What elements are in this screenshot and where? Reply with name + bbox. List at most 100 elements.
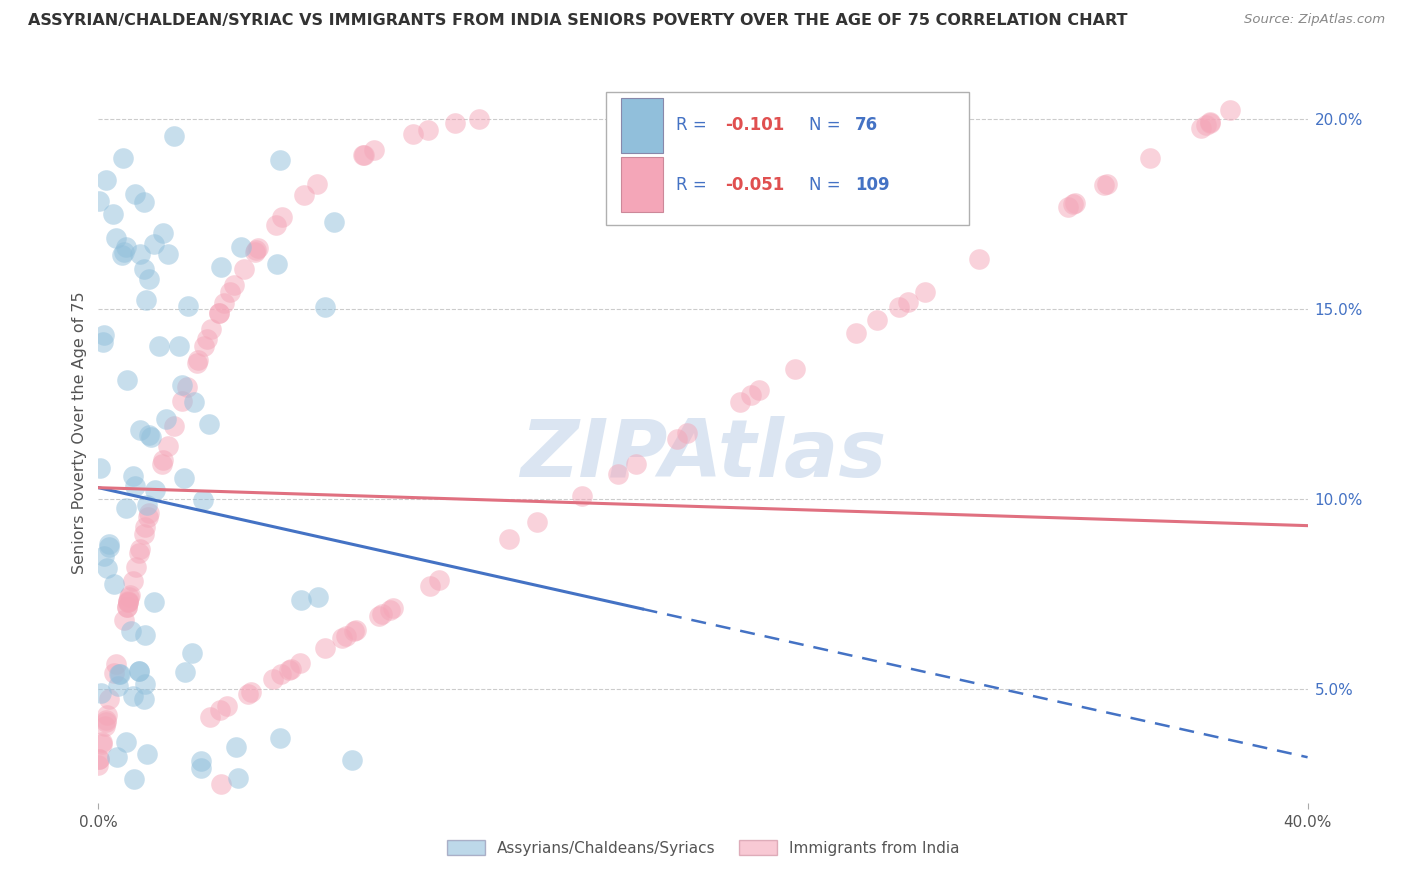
Point bbox=[246, 241, 269, 255]
Point bbox=[245, 243, 267, 257]
Point bbox=[138, 428, 160, 442]
Point bbox=[121, 469, 143, 483]
Point bbox=[124, 187, 146, 202]
Point bbox=[122, 689, 145, 703]
Point bbox=[211, 260, 233, 274]
Point bbox=[270, 667, 292, 681]
Point bbox=[117, 595, 139, 609]
Point bbox=[190, 755, 212, 769]
Point bbox=[212, 295, 235, 310]
Point bbox=[124, 479, 146, 493]
Point bbox=[128, 546, 150, 560]
Point bbox=[155, 411, 177, 425]
Point bbox=[176, 380, 198, 394]
Point bbox=[169, 339, 191, 353]
Point bbox=[115, 734, 138, 748]
Point bbox=[136, 498, 159, 512]
Point bbox=[307, 178, 329, 192]
Text: Source: ZipAtlas.com: Source: ZipAtlas.com bbox=[1244, 13, 1385, 27]
Point bbox=[112, 613, 135, 627]
Point bbox=[129, 542, 152, 557]
Point bbox=[143, 483, 166, 498]
Point bbox=[128, 665, 150, 679]
Point bbox=[335, 629, 357, 643]
Point bbox=[134, 628, 156, 642]
Text: -0.101: -0.101 bbox=[724, 116, 785, 135]
Point bbox=[163, 419, 186, 434]
Point bbox=[343, 624, 366, 638]
Point bbox=[232, 261, 254, 276]
Point bbox=[94, 714, 117, 729]
Point bbox=[94, 172, 117, 186]
Point bbox=[1139, 151, 1161, 165]
Point bbox=[314, 300, 336, 314]
Point bbox=[115, 599, 138, 614]
Point bbox=[209, 703, 232, 717]
FancyBboxPatch shape bbox=[606, 92, 969, 226]
Point bbox=[368, 608, 391, 623]
Point bbox=[105, 749, 128, 764]
Point bbox=[183, 395, 205, 409]
Point bbox=[132, 262, 155, 277]
Point bbox=[115, 373, 138, 387]
Point bbox=[93, 328, 115, 343]
Point bbox=[624, 457, 647, 471]
Text: N =: N = bbox=[810, 176, 846, 194]
Y-axis label: Seniors Poverty Over the Age of 75: Seniors Poverty Over the Age of 75 bbox=[72, 292, 87, 574]
Point bbox=[271, 210, 294, 224]
Point bbox=[103, 666, 125, 681]
Point bbox=[143, 594, 166, 608]
Point bbox=[117, 595, 139, 609]
Point bbox=[208, 306, 231, 320]
Point bbox=[1198, 116, 1220, 130]
Point bbox=[121, 574, 143, 588]
Point bbox=[129, 247, 152, 261]
Point bbox=[290, 656, 312, 670]
Point bbox=[1199, 115, 1222, 129]
Point bbox=[243, 244, 266, 259]
Point bbox=[1062, 196, 1084, 211]
Point bbox=[222, 278, 245, 293]
Point bbox=[897, 294, 920, 309]
Point bbox=[136, 510, 159, 524]
Point bbox=[200, 321, 222, 335]
Point bbox=[89, 460, 111, 475]
Point bbox=[173, 471, 195, 485]
Point bbox=[269, 153, 291, 167]
Text: 76: 76 bbox=[855, 116, 879, 135]
Point bbox=[307, 590, 329, 604]
Text: ASSYRIAN/CHALDEAN/SYRIAC VS IMMIGRANTS FROM INDIA SENIORS POVERTY OVER THE AGE O: ASSYRIAN/CHALDEAN/SYRIAC VS IMMIGRANTS F… bbox=[28, 13, 1128, 29]
Point bbox=[98, 692, 121, 706]
Point bbox=[104, 231, 127, 245]
Point bbox=[1063, 196, 1085, 211]
Point bbox=[416, 123, 439, 137]
Point bbox=[193, 339, 215, 353]
Point bbox=[340, 753, 363, 767]
Point bbox=[163, 128, 186, 143]
Point bbox=[190, 761, 212, 775]
Point bbox=[152, 453, 174, 467]
Point bbox=[292, 188, 315, 202]
Text: R =: R = bbox=[676, 116, 713, 135]
Point bbox=[344, 623, 367, 637]
Point bbox=[187, 353, 209, 368]
Point bbox=[138, 271, 160, 285]
Point bbox=[889, 300, 911, 314]
Point bbox=[128, 664, 150, 678]
Point bbox=[382, 600, 405, 615]
Point bbox=[170, 378, 193, 392]
Point bbox=[208, 306, 231, 320]
Point bbox=[107, 679, 129, 693]
Point bbox=[104, 657, 127, 671]
Point bbox=[264, 218, 287, 232]
Point bbox=[225, 739, 247, 754]
Point bbox=[107, 667, 129, 681]
Point bbox=[675, 426, 697, 441]
Point bbox=[845, 326, 868, 340]
Point bbox=[87, 194, 110, 209]
Text: R =: R = bbox=[676, 176, 713, 194]
Point bbox=[330, 631, 353, 645]
Point bbox=[180, 646, 202, 660]
Point bbox=[1219, 103, 1241, 118]
Point bbox=[1094, 178, 1116, 193]
